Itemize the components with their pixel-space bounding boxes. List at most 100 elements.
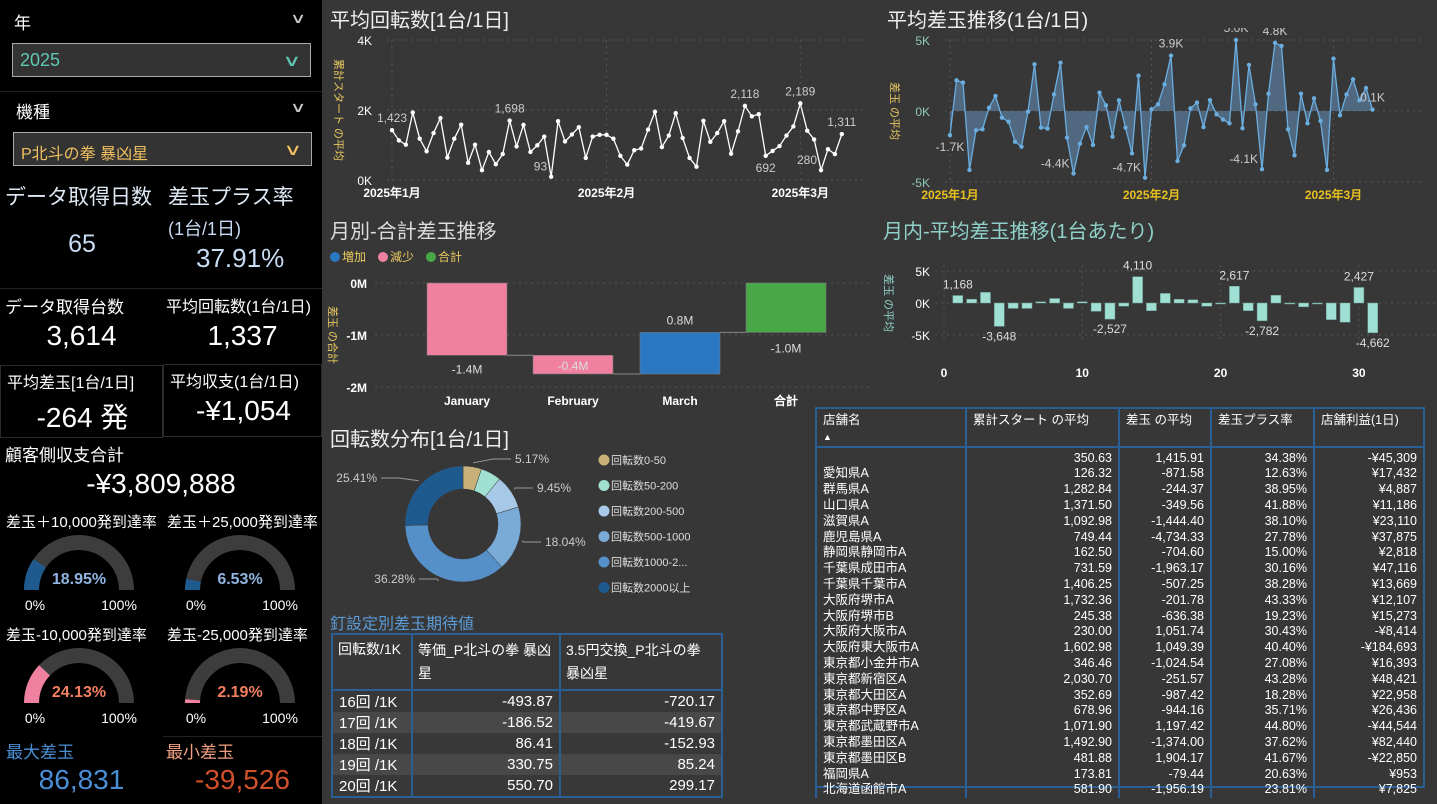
table-cell: 18.28% <box>1210 687 1314 704</box>
column-header[interactable]: 等価_P北斗の拳 暴凶星 <box>411 634 561 690</box>
year-dropdown[interactable]: 2025 ∨ <box>12 43 311 77</box>
y-tick-label: 0K <box>915 105 930 119</box>
column-header[interactable]: 差玉 の平均 <box>1118 408 1211 447</box>
bar <box>1270 295 1282 304</box>
table-cell: ¥26,436 <box>1313 703 1423 720</box>
avg-spins-chart-title: 平均回転数[1台/1日] <box>330 10 509 32</box>
model-dropdown[interactable]: P北斗の拳 暴凶星 ∨ <box>13 132 312 166</box>
table-row[interactable]: 愛知県A 126.32 -871.58 12.63% ¥17,432 <box>815 466 1423 483</box>
gauge: 2.19% 0% 100% <box>185 648 298 726</box>
waterfall-bar <box>426 282 508 356</box>
table-row[interactable]: 東京都墨田区A 1,492.90 -1,374.00 37.62% ¥82,440 <box>815 734 1423 751</box>
data-point <box>431 130 436 136</box>
table-row[interactable]: 北海道函館市A 581.90 -1,956.19 23.81% ¥7,825 <box>815 782 1423 799</box>
avg-diff-area-chart: 2025年1月 2025年2月 2025年3月 -5K 0K 5K 差玉 の平均 -1.7K -… <box>888 28 1425 202</box>
table-row[interactable]: 鹿児島県A 749.44 -4,734.33 27.78% ¥37,875 <box>815 529 1423 546</box>
table-row[interactable]: 大阪府堺市B 245.38 -636.38 19.23% ¥15,273 <box>815 608 1423 625</box>
table-cell <box>815 446 966 467</box>
table-row[interactable]: 大阪府堺市A 1,732.36 -201.78 43.33% ¥12,107 <box>815 592 1423 609</box>
table-cell: -493.87 <box>411 690 561 712</box>
table-row[interactable]: 350.63 1,415.91 34.38% -¥45,309 <box>815 446 1423 467</box>
chevron-down-icon[interactable]: ∨ <box>289 99 307 115</box>
table-row[interactable]: 東京都墨田区B 481.88 1,904.17 41.67% -¥22,850 <box>815 750 1423 767</box>
avg-balance-label: 平均収支(1台/1日) <box>170 374 299 391</box>
column-header[interactable]: 累計スタート の平均 <box>965 408 1119 447</box>
table-cell: -¥45,309 <box>1313 446 1423 467</box>
data-point <box>625 162 630 167</box>
y-tick-label: -5K <box>911 329 930 343</box>
data-point <box>576 124 582 130</box>
table-cell: 43.33% <box>1210 592 1314 609</box>
table-cell: 1,492.90 <box>965 734 1119 751</box>
table-row[interactable]: 山口県A 1,371.50 -349.56 41.88% ¥11,186 <box>815 497 1423 514</box>
table-cell: 678.96 <box>965 703 1119 720</box>
data-point <box>1331 56 1336 61</box>
table-row: 19回 /1K 330.75 85.24 <box>331 754 723 775</box>
data-point <box>805 128 810 133</box>
data-point <box>1142 175 1148 180</box>
data-point <box>1032 62 1037 67</box>
data-point <box>590 134 595 139</box>
data-point <box>728 151 734 156</box>
model-value: P北斗の拳 暴凶星 <box>21 146 149 163</box>
x-tick-label: 10 <box>1076 366 1090 380</box>
column-header[interactable]: 3.5円交換_P北斗の拳 暴凶星 <box>559 634 723 690</box>
table-cell: -¥8,414 <box>1313 624 1423 641</box>
table-row[interactable]: 静岡県静岡市A 162.50 -704.60 15.00% ¥2,818 <box>815 545 1423 562</box>
table-row[interactable]: 東京都新宿区A 2,030.70 -251.57 43.28% ¥48,421 <box>815 671 1423 688</box>
data-point <box>569 132 575 137</box>
table-row[interactable]: 千葉県千葉市A 1,406.25 -507.25 38.28% ¥13,669 <box>815 576 1423 593</box>
plus-rate-sub: (1台/1日) <box>168 219 242 239</box>
left-panel: 年 ∨ 2025 ∨ 機種 ∨ P北斗の拳 暴凶星 ∨ データ取得日数 65 差玉プ… <box>0 0 322 804</box>
column-header[interactable]: 店舗利益(1日) <box>1313 408 1423 447</box>
days-label: データ取得日数 <box>5 186 152 209</box>
table-row[interactable]: 大阪府東大阪市A 1,602.98 1,049.39 40.40% -¥184,693 <box>815 640 1423 656</box>
table-row[interactable]: 東京都大田区A 352.69 -987.42 18.28% ¥22,958 <box>815 687 1423 704</box>
data-point <box>597 132 602 138</box>
table-cell: 鹿児島県A <box>815 529 966 546</box>
data-point <box>735 129 741 134</box>
table-row[interactable]: 東京都武蔵野市A 1,071.90 1,197.42 44.80% -¥44,544 <box>815 719 1423 735</box>
table-cell: ¥11,186 <box>1313 497 1423 514</box>
table-row[interactable]: 千葉県成田市A 731.59 -1,963.17 30.16% ¥47,116 <box>815 561 1423 577</box>
data-label: -4.7K <box>1112 161 1141 175</box>
table-cell: 352.69 <box>965 687 1119 704</box>
sort-ascending-icon[interactable]: ▲ <box>823 431 832 442</box>
data-label: -3,648 <box>982 329 1016 343</box>
table-row[interactable]: 福岡県A 173.81 -79.44 20.63% ¥953 <box>815 766 1423 783</box>
table-cell: 17回 /1K <box>331 712 413 733</box>
chevron-down-icon[interactable]: ∨ <box>289 10 307 26</box>
table-cell: 481.88 <box>965 750 1119 767</box>
x-tick-label: 合計 <box>774 393 798 408</box>
gauge-track <box>185 535 295 590</box>
table-cell: 350.63 <box>965 446 1119 467</box>
column-header[interactable]: 回転数/1K <box>331 634 413 690</box>
data-point <box>1311 96 1317 101</box>
column-header-store[interactable]: 店舗名 ▲ <box>815 408 966 447</box>
table-cell: 41.67% <box>1210 750 1314 767</box>
gauge: 18.95% 0% 100% <box>24 535 137 613</box>
data-point <box>1064 135 1070 140</box>
table-row: 17回 /1K -186.52 -419.67 <box>331 712 723 733</box>
table-row[interactable]: 東京都小金井市A 346.46 -1,024.54 27.08% ¥16,393 <box>815 655 1423 672</box>
data-label: 5.0K <box>1224 28 1249 35</box>
table-row[interactable]: 東京都中野区A 678.96 -944.16 35.71% ¥26,436 <box>815 703 1423 720</box>
table-row[interactable]: 大阪府大阪市A 230.00 1,051.74 30.43% -¥8,414 <box>815 624 1423 641</box>
avg-diff-chart-title: 平均差玉推移(1台/1日) <box>887 10 1089 32</box>
table-cell: 東京都墨田区A <box>815 734 966 751</box>
table-cell: -244.37 <box>1118 482 1211 498</box>
table-cell: 230.00 <box>965 624 1119 641</box>
data-label: 280 <box>797 153 817 167</box>
table-cell: -¥184,693 <box>1313 640 1423 656</box>
bar <box>1339 302 1351 323</box>
data-point <box>1285 127 1291 132</box>
data-label: 36.28% <box>374 572 415 586</box>
table-cell: 37.62% <box>1210 734 1314 751</box>
column-header[interactable]: 差玉プラス率 <box>1210 408 1314 447</box>
data-point <box>680 135 685 141</box>
table-cell: 千葉県成田市A <box>815 561 966 577</box>
store-table: 店舗名 ▲ 累計スタート の平均 差玉 の平均 差玉プラス率 店舗利益(1日) 3… <box>815 408 1423 799</box>
table-row[interactable]: 滋賀県A 1,092.98 -1,444.40 38.10% ¥23,110 <box>815 513 1423 530</box>
table-row[interactable]: 群馬県A 1,282.84 -244.37 38.95% ¥4,887 <box>815 482 1423 498</box>
